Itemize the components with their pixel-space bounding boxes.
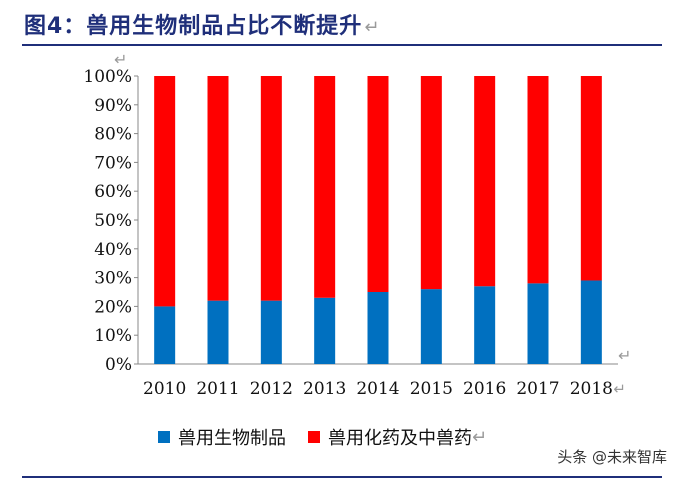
x-tick-label: 2017	[516, 379, 559, 399]
bar-segment-chem	[367, 76, 389, 292]
legend-item-bio: 兽用生物制品	[158, 424, 286, 450]
bar-segment-bio	[474, 286, 496, 364]
y-tick-label: 70%	[94, 153, 132, 173]
bar-segment-chem	[527, 76, 549, 284]
y-tick-label: 10%	[94, 326, 132, 346]
bar-segment-bio	[367, 292, 389, 364]
title-divider	[22, 44, 662, 46]
bar-segment-chem	[314, 76, 336, 298]
chart-title-text: 图4：兽用生物制品占比不断提升	[24, 14, 363, 39]
bar-segment-chem	[207, 76, 229, 301]
bar-segment-chem	[580, 76, 602, 281]
x-tick-label: 2010	[143, 379, 186, 399]
return-mark-icon: ↵	[613, 380, 626, 398]
y-tick-label: 0%	[105, 355, 132, 375]
y-tick-label: 100%	[83, 67, 132, 87]
legend-item-chem: 兽用化药及中兽药 ↵	[308, 424, 487, 450]
return-mark-icon: ↵	[472, 426, 488, 448]
bar-segment-bio	[420, 289, 442, 364]
bar-segment-bio	[314, 297, 336, 364]
y-tick-label: 30%	[94, 269, 132, 289]
bottom-divider	[22, 476, 662, 478]
bar-segment-bio	[580, 280, 602, 364]
legend-swatch-bio	[158, 431, 170, 443]
y-tick-label: 50%	[94, 211, 132, 231]
bar-segment-bio	[527, 283, 549, 364]
y-tick-label: 60%	[94, 182, 132, 202]
bar-segment-chem	[420, 76, 442, 290]
legend-label-bio: 兽用生物制品	[178, 428, 286, 449]
return-mark-icon: ↵	[364, 17, 381, 38]
x-tick-label: 2011	[196, 379, 239, 399]
bar-segment-bio	[154, 306, 176, 364]
x-tick-label: 2013	[303, 379, 346, 399]
y-tick-label: 80%	[94, 125, 132, 145]
watermark: 头条 @未来智库	[557, 448, 667, 466]
y-tick-label: 40%	[94, 240, 132, 260]
x-tick-label: 2014	[356, 379, 399, 399]
bar-segment-chem	[154, 76, 176, 307]
bar-segment-chem	[474, 76, 496, 287]
return-mark-icon: ↵	[618, 346, 632, 365]
bar-segment-bio	[260, 300, 282, 364]
bar-segment-bio	[207, 300, 229, 364]
bar-segment-chem	[260, 76, 282, 301]
y-tick-label: 20%	[94, 297, 132, 317]
legend-label-chem: 兽用化药及中兽药	[328, 428, 472, 449]
x-tick-label: 2015	[410, 379, 453, 399]
y-tick-label: 90%	[94, 96, 132, 116]
legend-swatch-chem	[308, 431, 320, 443]
stacked-bar-chart: 0% 10% 20% 30% 40% 50% 60% 70% 80% 90% 100% 2010 201…	[83, 67, 626, 399]
x-tick-label: 2012	[250, 379, 293, 399]
x-tick-label: 2016	[463, 379, 506, 399]
legend: 兽用生物制品 兽用化药及中兽药 ↵	[158, 424, 509, 450]
chart-title: 图4：兽用生物制品占比不断提升 ↵	[24, 8, 380, 40]
return-mark-icon: ↵	[114, 50, 128, 69]
x-tick-label: 2018	[570, 379, 613, 399]
